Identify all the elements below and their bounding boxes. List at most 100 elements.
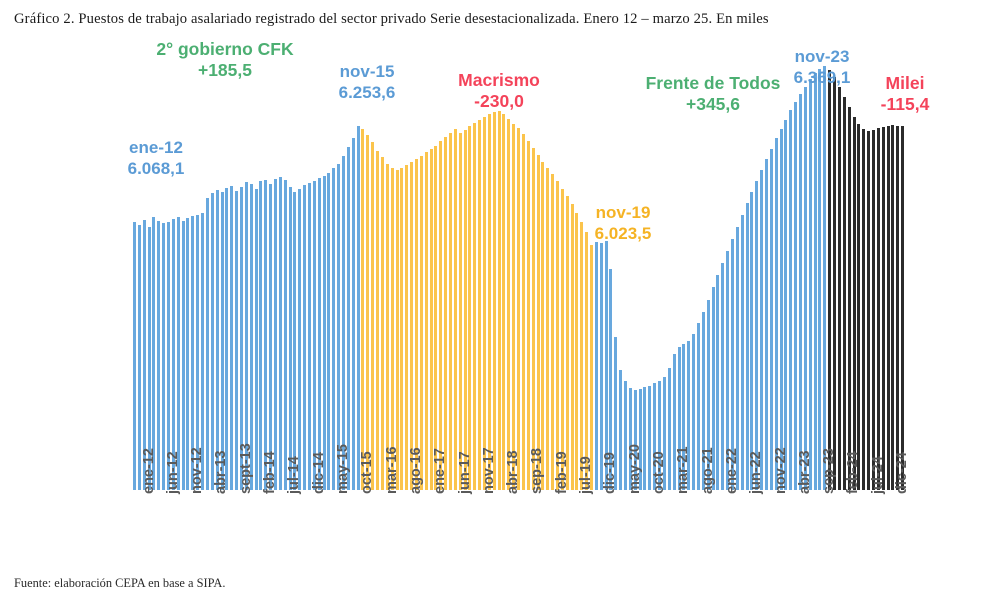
bar xyxy=(473,123,477,490)
value-label-nov-23-line1: nov-23 xyxy=(794,47,850,66)
bar xyxy=(546,168,550,490)
bar xyxy=(648,385,652,490)
bar xyxy=(658,380,662,490)
bar xyxy=(536,154,540,490)
bar xyxy=(555,180,559,490)
source-note: Fuente: elaboración CEPA en base a SIPA. xyxy=(14,576,226,590)
x-axis-tick-label: ene-17 xyxy=(432,448,449,494)
bar xyxy=(570,204,574,490)
value-label-nov-19-line1: nov-19 xyxy=(595,203,651,222)
bar xyxy=(896,125,900,490)
bar xyxy=(662,377,666,490)
bar xyxy=(614,336,618,490)
bar xyxy=(157,220,161,490)
bar xyxy=(366,135,370,490)
bar xyxy=(765,158,768,490)
bar xyxy=(400,167,404,490)
bar xyxy=(833,77,837,490)
x-axis-tick-label: may-20 xyxy=(626,444,643,494)
x-axis-labels: ene-12 jun-12 nov-12 abr-13 sept-13 feb-14 jul… xyxy=(0,443,1008,568)
bar xyxy=(808,79,812,490)
bar xyxy=(901,126,905,490)
bar xyxy=(692,333,696,490)
bar xyxy=(740,214,744,490)
bar xyxy=(273,178,277,490)
bar xyxy=(468,126,472,490)
value-label-nov-23-line2: 6.369,1 xyxy=(793,67,851,87)
bar xyxy=(604,240,608,490)
bar xyxy=(837,86,841,490)
bar xyxy=(312,181,316,490)
bar xyxy=(794,102,798,490)
bar xyxy=(589,245,593,490)
bar xyxy=(653,382,657,490)
x-axis-tick-label: ago-21 xyxy=(699,447,716,494)
value-label-ene-12: ene-12 6.068,1 xyxy=(128,138,185,179)
bar xyxy=(439,141,443,490)
bar xyxy=(628,387,632,490)
bar xyxy=(682,344,686,490)
value-label-nov-15-line1: nov-15 xyxy=(339,62,395,81)
period-label-macrismo-line1: Macrismo xyxy=(458,70,540,90)
bar xyxy=(293,192,297,490)
bar xyxy=(803,86,807,490)
x-axis-tick-label: jun-17 xyxy=(456,451,473,494)
bar xyxy=(541,162,545,490)
x-axis-tick-label: nov-17 xyxy=(480,447,497,494)
bar xyxy=(512,123,516,490)
bar xyxy=(619,370,623,490)
bar xyxy=(239,187,243,490)
x-axis-tick-label: feb-24 xyxy=(845,451,862,494)
bar xyxy=(502,114,506,490)
period-label-frente-de-todos-line2: +345,6 xyxy=(685,94,741,115)
x-axis-tick-label: nov-22 xyxy=(772,447,789,494)
bar xyxy=(585,232,589,490)
x-axis-tick-label: sep-18 xyxy=(529,448,546,494)
bar xyxy=(201,212,205,490)
bar xyxy=(351,138,355,490)
bar xyxy=(876,127,880,490)
value-label-ene-12-line2: 6.068,1 xyxy=(127,158,185,178)
bar xyxy=(254,188,258,490)
bar xyxy=(230,186,234,490)
bar xyxy=(449,132,452,490)
bar xyxy=(565,196,569,490)
bar xyxy=(784,119,788,490)
bar xyxy=(453,129,457,490)
bar xyxy=(332,168,336,490)
bar xyxy=(167,222,171,490)
bar xyxy=(278,176,282,490)
bar xyxy=(730,238,734,490)
bar xyxy=(745,203,749,490)
bar xyxy=(497,111,501,490)
bar xyxy=(419,155,423,490)
bar xyxy=(205,197,209,490)
bar xyxy=(137,224,141,490)
x-axis-tick-label: sep-23 xyxy=(821,448,838,494)
bar xyxy=(828,70,832,490)
bar xyxy=(857,123,861,490)
bar xyxy=(886,125,890,490)
bar xyxy=(342,155,346,490)
value-label-nov-19: nov-19 6.023,5 xyxy=(595,203,652,244)
bar xyxy=(410,162,414,490)
bar xyxy=(390,168,394,490)
bar xyxy=(526,140,530,490)
bar xyxy=(706,299,710,490)
bar xyxy=(774,138,778,490)
bar xyxy=(181,221,185,490)
bar xyxy=(716,274,720,490)
bar xyxy=(531,147,535,490)
bar xyxy=(721,263,725,490)
bar xyxy=(638,388,642,490)
bar xyxy=(376,150,380,490)
period-label-macrismo-line2: -230,0 xyxy=(474,91,524,112)
x-axis-tick-label: jul-19 xyxy=(578,456,595,494)
bar xyxy=(779,128,783,490)
period-label-frente-de-todos: Frente de Todos +345,6 xyxy=(646,73,781,116)
bar xyxy=(249,183,253,490)
x-axis-tick-label: oct-20 xyxy=(650,451,667,494)
x-axis-tick-label: jul-24 xyxy=(869,456,886,494)
x-axis-tick-label: feb-19 xyxy=(553,451,570,494)
bar xyxy=(385,163,389,490)
